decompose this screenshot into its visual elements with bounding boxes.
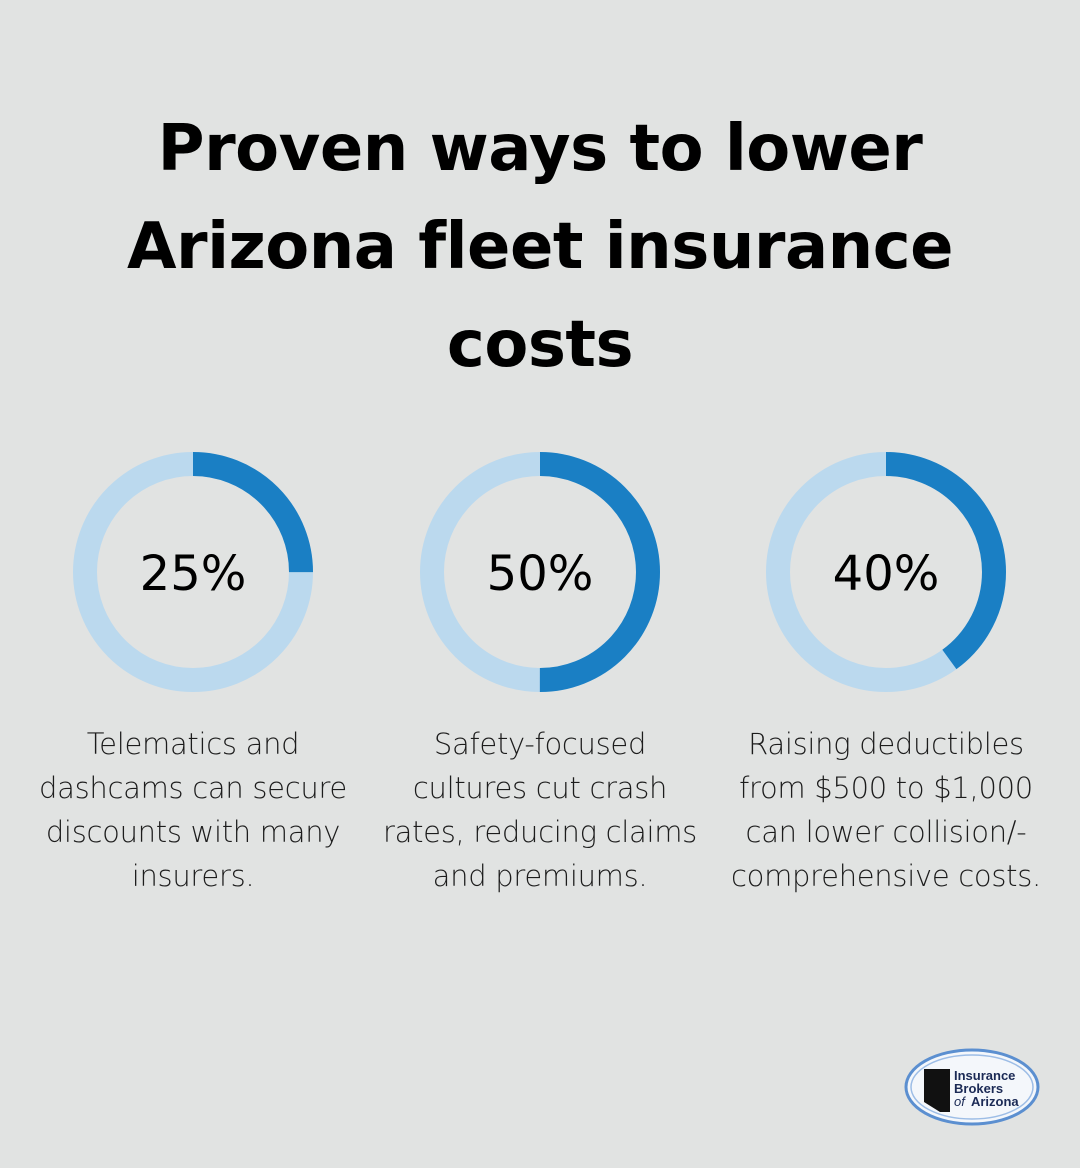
logo-line-3-main: Arizona <box>971 1094 1019 1109</box>
page-title: Proven ways to lower Arizona fleet insur… <box>126 112 954 382</box>
arizona-state-icon <box>924 1069 950 1112</box>
logo-inner-oval <box>910 1054 1034 1120</box>
stat-card-safety-culture: 50% Safety-focused cultures cut crash ra… <box>375 450 705 898</box>
logo-line-2: Brokers <box>954 1081 1003 1096</box>
stat-description: Safety-focused cultures cut crash rates,… <box>383 727 697 893</box>
donut-chart: 40% <box>766 452 1006 692</box>
donut-chart: 25% <box>73 452 313 692</box>
stat-description: Telematics and dashcams can secure disco… <box>39 727 347 893</box>
logo-line-3: of Arizona <box>954 1094 1019 1109</box>
stat-card-telematics: 25% Telematics and dashcams can secure d… <box>28 450 358 898</box>
donut-chart: 50% <box>420 452 660 692</box>
percent-label: 50% <box>487 546 594 602</box>
insurance-brokers-of-arizona-logo: Insurance Brokers of Arizona <box>904 1048 1040 1126</box>
donut-arc <box>73 452 313 692</box>
donut-arc <box>766 452 1006 692</box>
stat-card-deductibles: 40% Raising deductibles from $500 to $1,… <box>721 450 1051 898</box>
stat-description: Raising deductibles from $500 to $1,000 … <box>731 727 1041 893</box>
logo-line-1: Insurance <box>954 1068 1015 1083</box>
percent-label: 40% <box>833 546 940 602</box>
percent-label: 25% <box>140 546 247 602</box>
donut-arc <box>420 452 660 692</box>
logo-line-3-prefix: of <box>954 1094 966 1109</box>
